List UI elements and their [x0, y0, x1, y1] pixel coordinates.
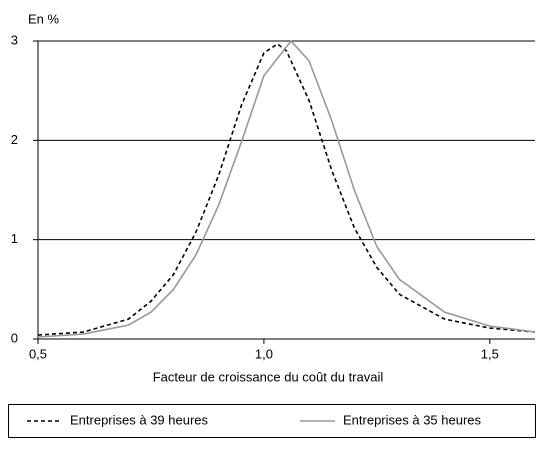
y-tick-label: 1 — [11, 231, 18, 246]
series-line — [37, 42, 536, 336]
x-axis-label: Facteur de croissance du coût du travail — [153, 369, 384, 384]
y-tick-label: 2 — [11, 132, 18, 147]
x-tick-label: 1,5 — [481, 346, 499, 361]
legend-label: Entreprises à 39 heures — [70, 412, 209, 427]
x-tick-label: 0,5 — [29, 346, 47, 361]
legend-label: Entreprises à 35 heures — [343, 412, 482, 427]
x-tick-label: 1,0 — [255, 346, 273, 361]
y-axis-label: En % — [28, 11, 60, 26]
series-line — [37, 39, 536, 338]
y-tick-label: 3 — [11, 32, 18, 47]
y-tick-label: 0 — [11, 330, 18, 345]
